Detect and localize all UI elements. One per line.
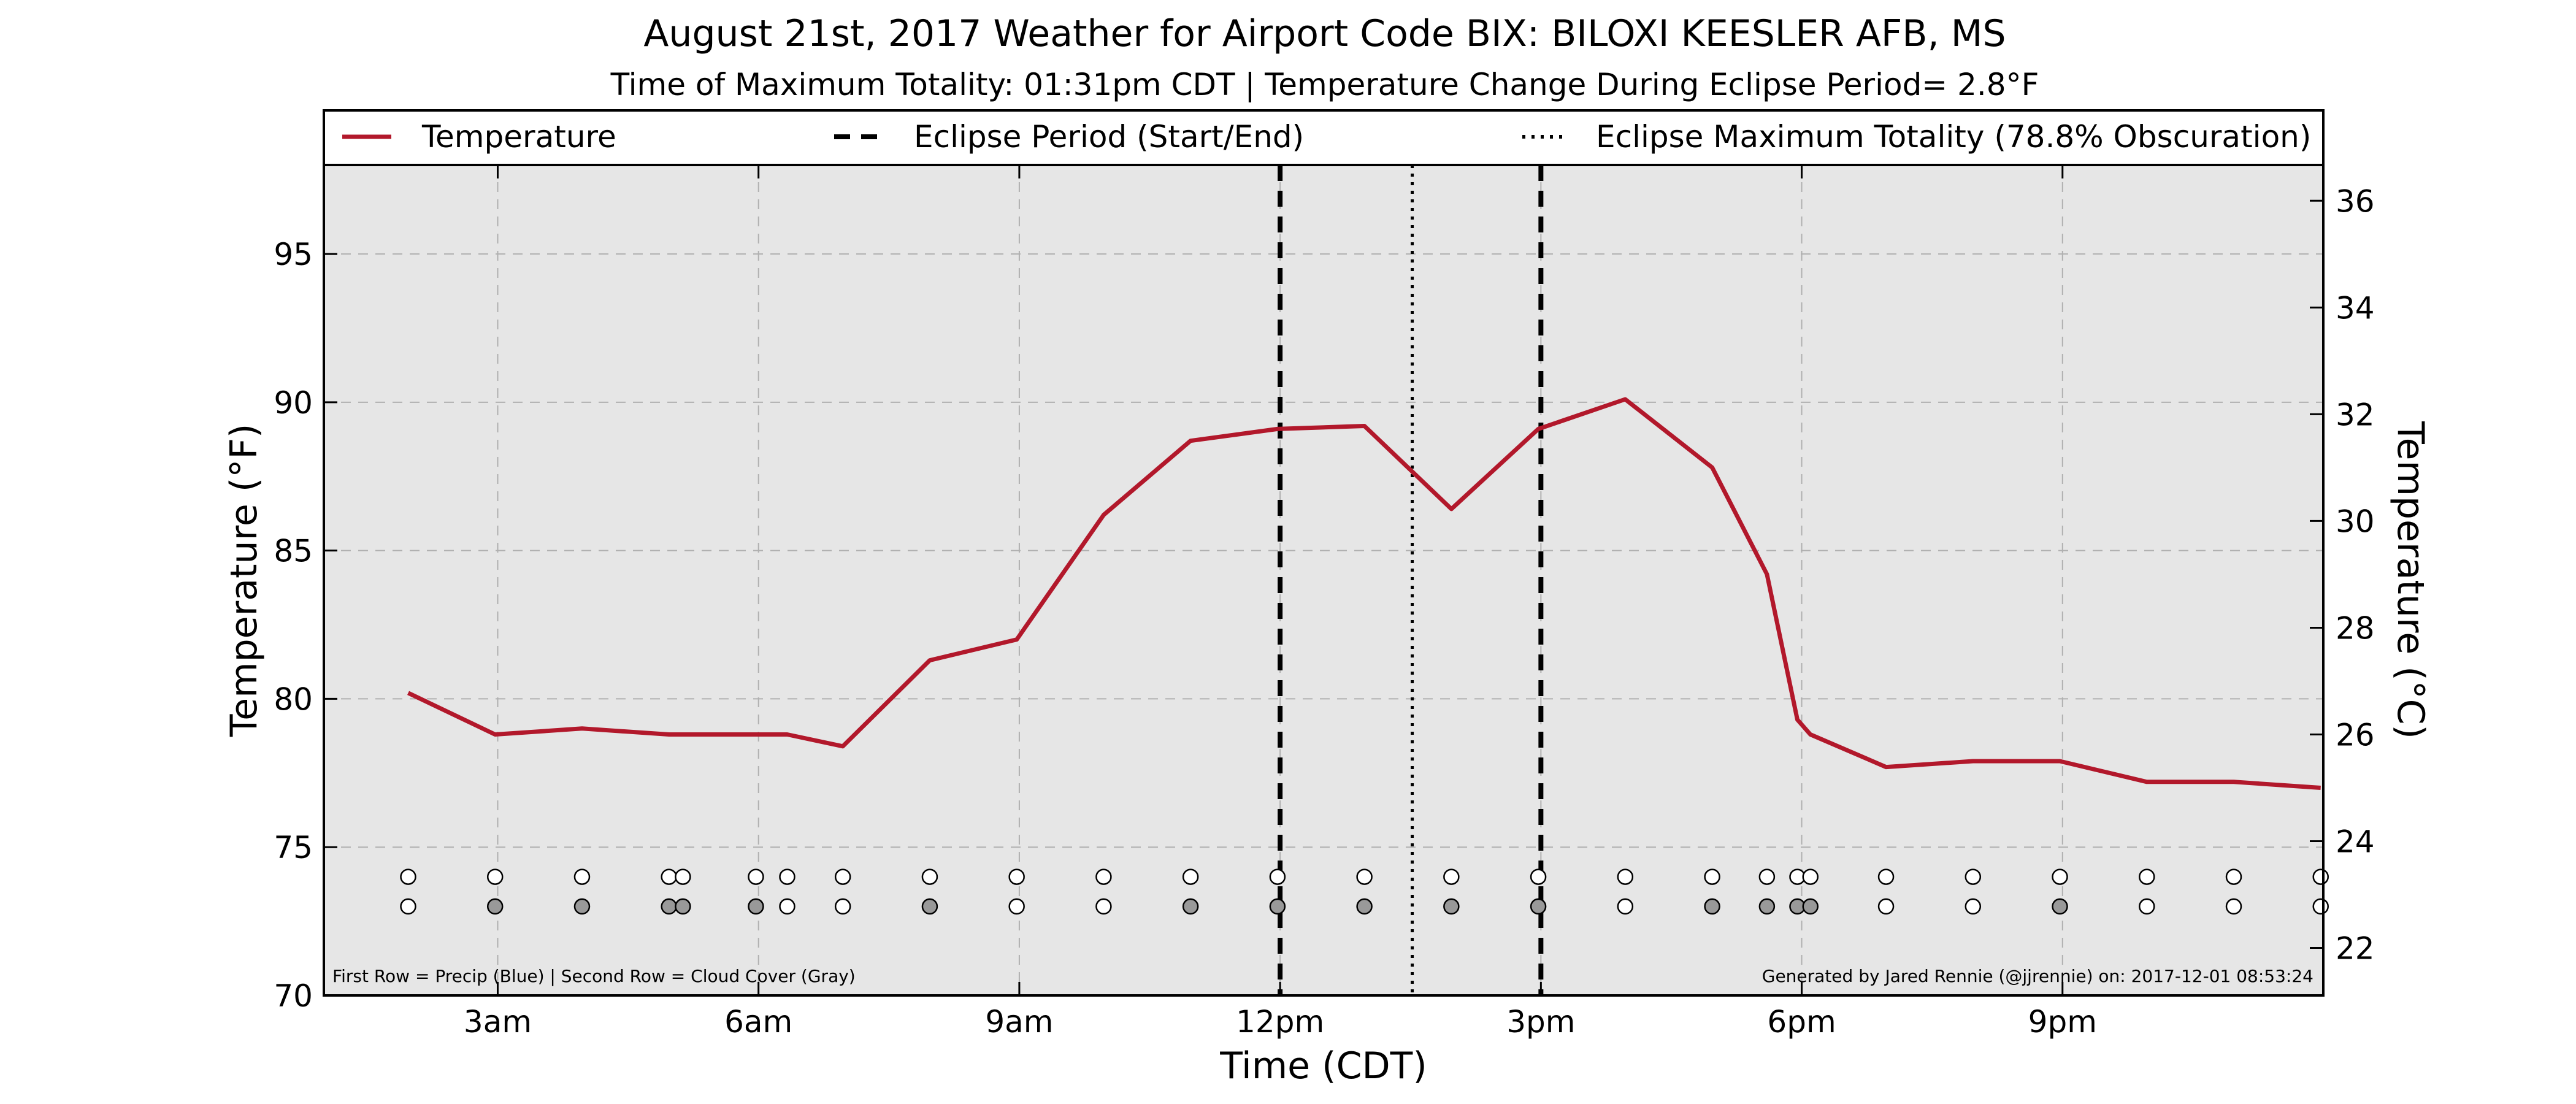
cloud-cover-marker (748, 898, 764, 915)
y-tick-label-right: 24 (2336, 824, 2375, 860)
cloud-cover-marker (1617, 898, 1634, 915)
y-tick-label-left: 80 (274, 681, 313, 717)
cloud-cover-marker (1269, 898, 1286, 915)
y-tick-label-left: 90 (274, 385, 313, 421)
legend-eclipse-max-label: Eclipse Maximum Totality (78.8% Obscurat… (1596, 119, 2311, 155)
x-tick-label: 9pm (2028, 1004, 2097, 1040)
cloud-cover-marker (1182, 898, 1199, 915)
chart-subtitle: Time of Maximum Totality: 01:31pm CDT | … (610, 67, 2039, 102)
y-tick-label-left: 85 (274, 534, 313, 569)
cloud-cover-marker (1965, 898, 1982, 915)
x-tick-label: 3pm (1506, 1004, 1575, 1040)
y-tick-label-left: 70 (274, 978, 313, 1014)
precip-marker (573, 868, 591, 885)
plot-area (324, 165, 2323, 995)
cloud-cover-marker (921, 898, 938, 915)
y-tick-label-right: 28 (2336, 610, 2375, 646)
precip-marker (1802, 868, 1819, 885)
chart-title: August 21st, 2017 Weather for Airport Co… (643, 12, 2006, 55)
precip-marker (1877, 868, 1895, 885)
precip-marker (2139, 868, 2155, 885)
cloud-cover-marker (1443, 898, 1460, 915)
y-tick-label-right: 34 (2336, 290, 2375, 326)
eclipse-reference-lines (1278, 165, 1544, 995)
precip-marker (1704, 868, 1720, 885)
cloud-cover-marker (661, 898, 677, 915)
y-axis-label-left: Temperature (°F) (223, 424, 266, 737)
precip-marker (1758, 868, 1776, 885)
cloud-cover-marker (2225, 898, 2242, 915)
footnote-right: Generated by Jared Rennie (@jjrennie) on… (1762, 966, 2313, 986)
legend-temperature-label: Temperature (421, 119, 616, 155)
precip-marker (1530, 868, 1547, 885)
cloud-cover-marker (779, 898, 795, 915)
precip-marker (2312, 868, 2329, 885)
cloud-cover-marker (400, 898, 416, 915)
cloud-cover-marker (675, 898, 691, 915)
cloud-cover-marker (2139, 898, 2155, 915)
temperature-line (407, 397, 2321, 790)
series-layer (407, 397, 2321, 790)
precip-marker (661, 868, 677, 885)
precip-marker (486, 868, 504, 885)
cloud-cover-marker (1877, 898, 1895, 915)
precip-marker (1095, 868, 1112, 885)
legend-eclipse-period-label: Eclipse Period (Start/End) (914, 119, 1304, 155)
precip-marker (1182, 868, 1199, 885)
precip-marker (1965, 868, 1982, 885)
x-tick-label: 9am (985, 1004, 1053, 1040)
precip-marker (2225, 868, 2242, 885)
precip-marker (834, 868, 851, 885)
x-tick-label: 3am (464, 1004, 532, 1040)
cloud-cover-marker (1008, 898, 1025, 915)
precip-marker (1269, 868, 1286, 885)
precip-marker (675, 868, 691, 885)
y-tick-label-right: 26 (2336, 717, 2375, 753)
y-axis-label-right: Temperature (°C) (2389, 421, 2432, 739)
cloud-cover-marker (1530, 898, 1547, 915)
precip-marker (400, 868, 416, 885)
axis-ticks: 3am 6am 9am 12pm 3pm 6pm 9pm 70 75 80 85 90 95 22 24 26… (274, 165, 2375, 1040)
x-tick-label: 6am (724, 1004, 792, 1040)
cloud-cover-marker (1758, 898, 1776, 915)
x-tick-label: 6pm (1767, 1004, 1836, 1040)
footnote-left: First Row = Precip (Blue) | Second Row =… (332, 966, 856, 986)
cloud-cover-marker (486, 898, 504, 915)
x-axis-label: Time (CDT) (1219, 1045, 1427, 1087)
cloud-cover-marker (1802, 898, 1819, 915)
y-tick-label-right: 22 (2336, 931, 2375, 967)
precip-marker (1443, 868, 1460, 885)
legend-box (323, 109, 2325, 166)
y-tick-label-right: 32 (2336, 397, 2375, 432)
precip-marker (1008, 868, 1025, 885)
cloud-cover-marker (1095, 898, 1112, 915)
x-tick-label: 12pm (1236, 1004, 1324, 1040)
cloud-cover-marker (2052, 898, 2068, 915)
cloud-cover-marker (834, 898, 851, 915)
marker-rows (400, 868, 2329, 915)
precip-marker (779, 868, 795, 885)
y-tick-label-left: 75 (274, 830, 313, 865)
cloud-cover-marker (573, 898, 591, 915)
cloud-cover-marker (2312, 898, 2329, 915)
precip-marker (748, 868, 764, 885)
precip-marker (1617, 868, 1634, 885)
y-tick-label-left: 95 (274, 237, 313, 272)
y-tick-label-right: 30 (2336, 504, 2375, 539)
cloud-cover-marker (1356, 898, 1373, 915)
cloud-cover-marker (1704, 898, 1720, 915)
precip-marker (1356, 868, 1373, 885)
precip-marker (921, 868, 938, 885)
precip-marker (2052, 868, 2068, 885)
y-tick-label-right: 36 (2336, 183, 2375, 219)
